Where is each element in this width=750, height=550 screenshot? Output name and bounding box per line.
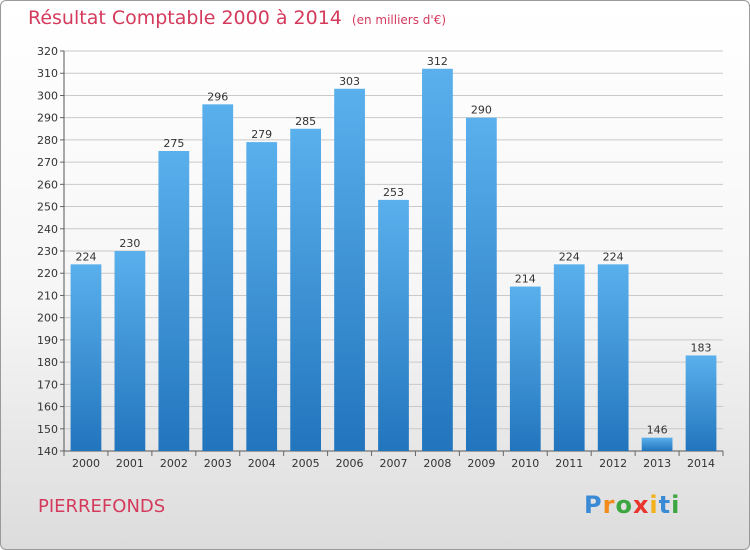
x-tick-label: 2002 (160, 457, 188, 470)
y-tick-label: 320 (37, 45, 58, 58)
data-label: 183 (691, 341, 712, 354)
bar (553, 264, 585, 451)
y-tick-label: 140 (37, 445, 58, 458)
title-text: Résultat Comptable 2000 à 2014 (28, 7, 342, 29)
logo-letter: t (658, 491, 672, 519)
y-tick-label: 190 (37, 334, 58, 347)
bar (290, 128, 322, 451)
bar (465, 117, 497, 452)
bar (114, 251, 146, 451)
y-tick-label: 210 (37, 289, 58, 302)
data-label: 253 (383, 186, 404, 199)
data-label: 275 (163, 137, 184, 150)
data-label: 312 (427, 55, 448, 68)
data-label: 146 (647, 424, 668, 437)
y-tick-label: 230 (37, 245, 58, 258)
bar (246, 142, 278, 451)
y-tick-label: 170 (37, 378, 58, 391)
data-label: 230 (119, 237, 140, 250)
x-tick-label: 2009 (467, 457, 495, 470)
y-tick-label: 260 (37, 178, 58, 191)
unit-label: (en milliers d'€) (351, 13, 447, 27)
y-tick-label: 250 (37, 201, 58, 214)
y-tick-label: 220 (37, 267, 58, 280)
logo-letter: P (584, 491, 603, 519)
logo-letter: i (671, 491, 681, 519)
bar (641, 437, 673, 451)
logo-letter: x (632, 491, 650, 519)
logo-letter: i (649, 491, 659, 519)
data-label: 285 (295, 115, 316, 128)
x-tick-label: 2001 (116, 457, 144, 470)
y-tick-label: 290 (37, 112, 58, 125)
data-label: 279 (251, 128, 272, 141)
data-label: 214 (515, 273, 536, 286)
chart-title: Résultat Comptable 2000 à 2014 (en millie… (28, 7, 446, 29)
commune-name: PIERREFONDS (38, 496, 166, 517)
proxiti-logo: Proxiti (584, 491, 680, 519)
y-tick-label: 240 (37, 223, 58, 236)
y-tick-label: 270 (37, 156, 58, 169)
x-tick-label: 2007 (380, 457, 408, 470)
x-tick-label: 2013 (643, 457, 671, 470)
logo-letter: r (602, 491, 616, 519)
y-tick-label: 180 (37, 356, 58, 369)
logo-letter: o (615, 491, 633, 519)
data-label: 224 (75, 250, 96, 263)
data-label: 303 (339, 75, 360, 88)
bar (158, 151, 190, 451)
x-tick-label: 2006 (336, 457, 364, 470)
bar (597, 264, 629, 451)
x-tick-label: 2004 (248, 457, 276, 470)
y-tick-label: 150 (37, 423, 58, 436)
y-tick-label: 160 (37, 401, 58, 414)
x-tick-label: 2011 (555, 457, 583, 470)
data-label: 290 (471, 104, 492, 117)
y-tick-label: 310 (37, 67, 58, 80)
x-tick-label: 2005 (292, 457, 320, 470)
x-tick-label: 2008 (423, 457, 451, 470)
bar (422, 68, 453, 452)
x-tick-label: 2010 (511, 457, 539, 470)
data-label: 224 (603, 250, 624, 263)
x-tick-label: 2012 (599, 457, 627, 470)
bar (378, 199, 409, 451)
bar (685, 355, 717, 451)
x-tick-label: 2014 (687, 457, 715, 470)
bar (334, 88, 365, 452)
data-label: 224 (559, 250, 580, 263)
data-label: 296 (207, 90, 228, 103)
bar (70, 264, 102, 451)
y-tick-label: 280 (37, 134, 58, 147)
bar (202, 104, 234, 451)
bar (509, 286, 541, 451)
y-tick-label: 300 (37, 89, 58, 102)
x-tick-label: 2003 (204, 457, 232, 470)
y-tick-label: 200 (37, 312, 58, 325)
x-tick-label: 2000 (72, 457, 100, 470)
